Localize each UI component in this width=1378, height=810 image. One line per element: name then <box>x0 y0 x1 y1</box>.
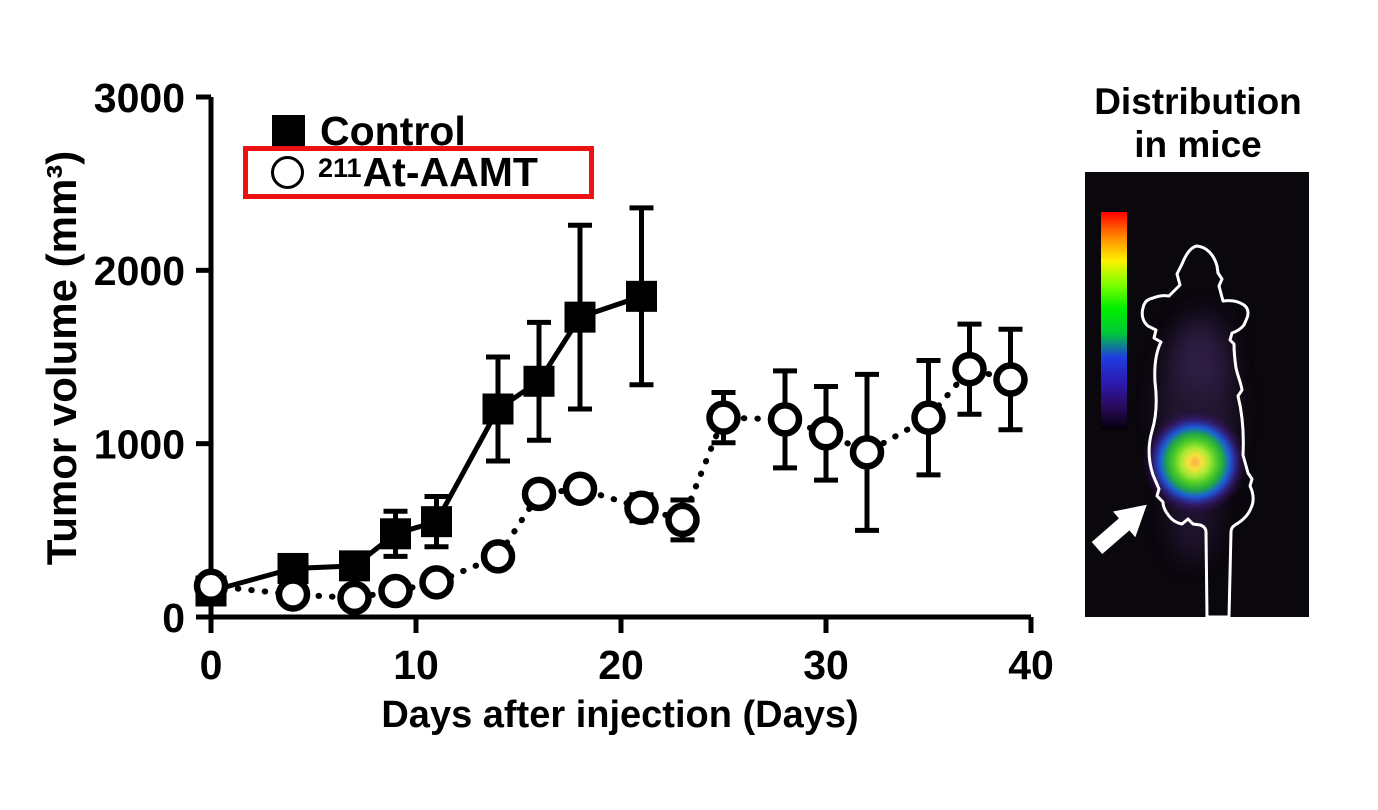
tumor-hotspot <box>1141 408 1249 516</box>
mice-panel-title-line1: Distribution <box>1094 81 1302 122</box>
svg-text:3000: 3000 <box>94 75 185 121</box>
svg-text:10: 10 <box>393 642 439 688</box>
mice-panel-title-line2: in mice <box>1134 124 1262 165</box>
mouse-distribution-image <box>1085 172 1309 617</box>
svg-text:20: 20 <box>598 642 644 688</box>
legend-aamt-highlight-box: 211 At-AAMT <box>243 146 594 199</box>
svg-text:40: 40 <box>1008 642 1054 688</box>
svg-text:1000: 1000 <box>94 421 185 467</box>
tumor-pointer-arrow-icon <box>1091 504 1147 555</box>
svg-text:2000: 2000 <box>94 248 185 294</box>
legend-control-entry: Control <box>272 107 466 154</box>
aamt-circle-marker-icon <box>271 156 304 189</box>
svg-text:0: 0 <box>200 642 223 688</box>
intensity-colorbar <box>1101 212 1127 430</box>
aamt-label-text: At-AAMT <box>362 149 538 195</box>
mice-panel-title: Distribution in mice <box>1076 80 1320 166</box>
control-square-marker-icon <box>272 114 305 148</box>
mouse-outline-graphic <box>1091 244 1255 617</box>
isotope-superscript: 211 <box>318 153 362 183</box>
mouse-body-outline <box>1140 244 1255 617</box>
legend-control-label: Control <box>320 107 466 154</box>
legend-aamt-label: 211 At-AAMT <box>318 152 538 193</box>
y-axis-title: Tumor volume (mm³) <box>38 150 85 566</box>
x-axis-title: Days after injection (Days) <box>381 694 859 736</box>
svg-text:30: 30 <box>803 642 849 688</box>
svg-text:0: 0 <box>162 595 185 641</box>
